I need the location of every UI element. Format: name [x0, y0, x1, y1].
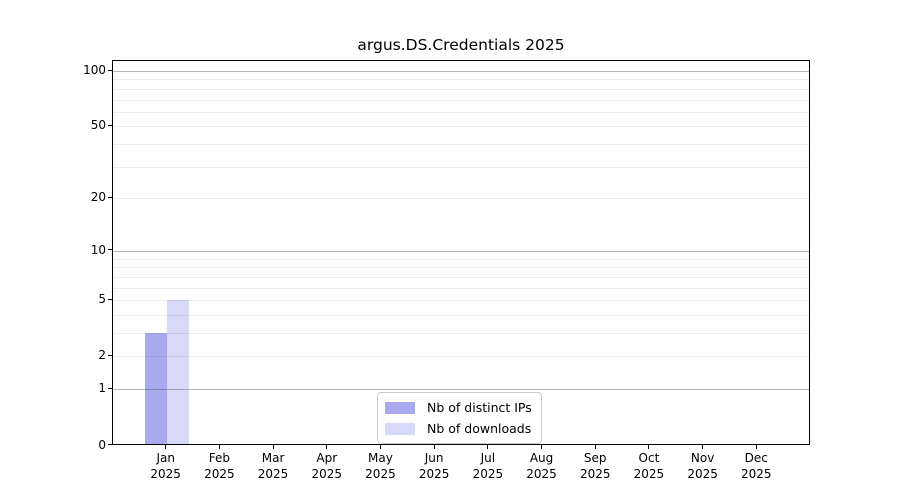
plot-area	[112, 60, 810, 445]
minor-gridline	[113, 99, 809, 101]
x-tick-month: Dec	[744, 451, 768, 465]
y-tick-label: 0	[98, 437, 106, 452]
major-gridline	[113, 250, 809, 252]
x-tick-year: 2025	[579, 466, 611, 481]
x-tick-month: Jul	[480, 451, 496, 465]
x-tick-year: 2025	[257, 466, 289, 481]
x-tick-mark	[165, 444, 167, 449]
x-tick-mark	[648, 444, 650, 449]
y-tick-label: 10	[90, 242, 106, 257]
y-tick-label: 2	[98, 348, 106, 363]
x-tick-label: Nov 2025	[676, 451, 730, 482]
minor-gridline	[113, 88, 809, 90]
y-tick-mark	[108, 354, 112, 356]
x-tick-year: 2025	[418, 466, 450, 481]
x-tick-month: Apr	[316, 451, 338, 465]
x-tick-month: Aug	[529, 451, 554, 465]
minor-gridline	[113, 267, 809, 269]
legend-label: Nb of distinct IPs	[427, 400, 532, 415]
legend-item: Nb of downloads	[385, 420, 532, 437]
x-tick-year: 2025	[633, 466, 665, 481]
x-tick-year: 2025	[687, 466, 718, 481]
x-tick-label: Mar 2025	[246, 451, 300, 482]
x-tick-label: Aug 2025	[515, 451, 569, 482]
x-tick-label: Apr 2025	[300, 451, 354, 482]
minor-gridline	[113, 144, 809, 146]
chart-title: argus.DS.Credentials 2025	[357, 36, 565, 54]
y-tick-mark	[108, 444, 112, 445]
legend-swatch	[385, 401, 415, 414]
minor-gridline	[113, 258, 809, 260]
x-tick-mark	[379, 444, 381, 449]
y-tick-mark	[108, 298, 112, 300]
y-tick-label: 100	[83, 63, 106, 77]
minor-gridline	[113, 300, 809, 302]
bar-distinct-ips	[144, 333, 167, 444]
x-tick-year: 2025	[311, 466, 343, 481]
x-tick-mark	[702, 444, 704, 449]
x-tick-month: Feb	[208, 451, 230, 465]
y-tick-mark	[108, 196, 112, 198]
x-tick-mark	[541, 444, 543, 449]
x-tick-mark	[218, 444, 220, 449]
x-tick-year: 2025	[365, 466, 396, 481]
y-tick-label: 20	[90, 190, 106, 205]
x-tick-label: Oct 2025	[622, 451, 676, 482]
x-tick-year: 2025	[204, 466, 235, 481]
x-tick-mark	[433, 444, 435, 449]
x-tick-month: May	[368, 451, 393, 465]
x-tick-year: 2025	[526, 466, 557, 481]
y-tick-mark	[108, 124, 112, 126]
x-tick-label: Feb 2025	[192, 451, 246, 482]
minor-gridline	[113, 314, 809, 316]
minor-gridline	[113, 276, 809, 278]
minor-gridline	[113, 126, 809, 128]
minor-gridline	[113, 111, 809, 113]
legend: Nb of distinct IPs Nb of downloads	[377, 392, 542, 444]
minor-gridline	[113, 166, 809, 168]
x-tick-label: Jun 2025	[407, 451, 461, 482]
y-tick-mark	[108, 69, 112, 71]
x-tick-month: Jan	[156, 451, 175, 465]
minor-gridline	[113, 79, 809, 81]
x-tick-month: Mar	[261, 451, 285, 465]
y-tick-mark	[108, 249, 112, 251]
x-tick-year: 2025	[472, 466, 504, 481]
minor-gridline	[113, 198, 809, 200]
major-gridline	[113, 389, 809, 391]
legend-item: Nb of distinct IPs	[385, 399, 532, 416]
x-tick-mark	[755, 444, 757, 449]
x-tick-label: Dec 2025	[729, 451, 783, 482]
x-tick-mark	[326, 444, 328, 449]
minor-gridline	[113, 356, 809, 358]
x-tick-label: Sep 2025	[568, 451, 622, 482]
y-tick-mark	[108, 387, 112, 389]
y-tick-label: 50	[90, 118, 106, 133]
minor-gridline	[113, 333, 809, 334]
x-tick-mark	[487, 444, 489, 449]
legend-swatch	[385, 422, 415, 435]
x-tick-label: Jan 2025	[139, 451, 193, 482]
major-gridline	[113, 71, 809, 72]
y-tick-label: 5	[98, 292, 106, 307]
bar-downloads	[166, 300, 189, 444]
x-tick-label: Jul 2025	[461, 451, 515, 482]
x-tick-mark	[272, 444, 274, 449]
x-tick-month: Sep	[583, 451, 607, 465]
legend-label: Nb of downloads	[427, 421, 532, 436]
x-tick-label: May 2025	[353, 451, 407, 482]
x-tick-year: 2025	[150, 466, 181, 481]
x-tick-mark	[594, 444, 596, 449]
x-tick-month: Jun	[424, 451, 444, 465]
x-tick-month: Oct	[638, 451, 660, 465]
x-tick-year: 2025	[741, 466, 772, 481]
y-tick-label: 1	[98, 381, 106, 396]
minor-gridline	[113, 287, 809, 289]
x-tick-month: Nov	[690, 451, 715, 465]
